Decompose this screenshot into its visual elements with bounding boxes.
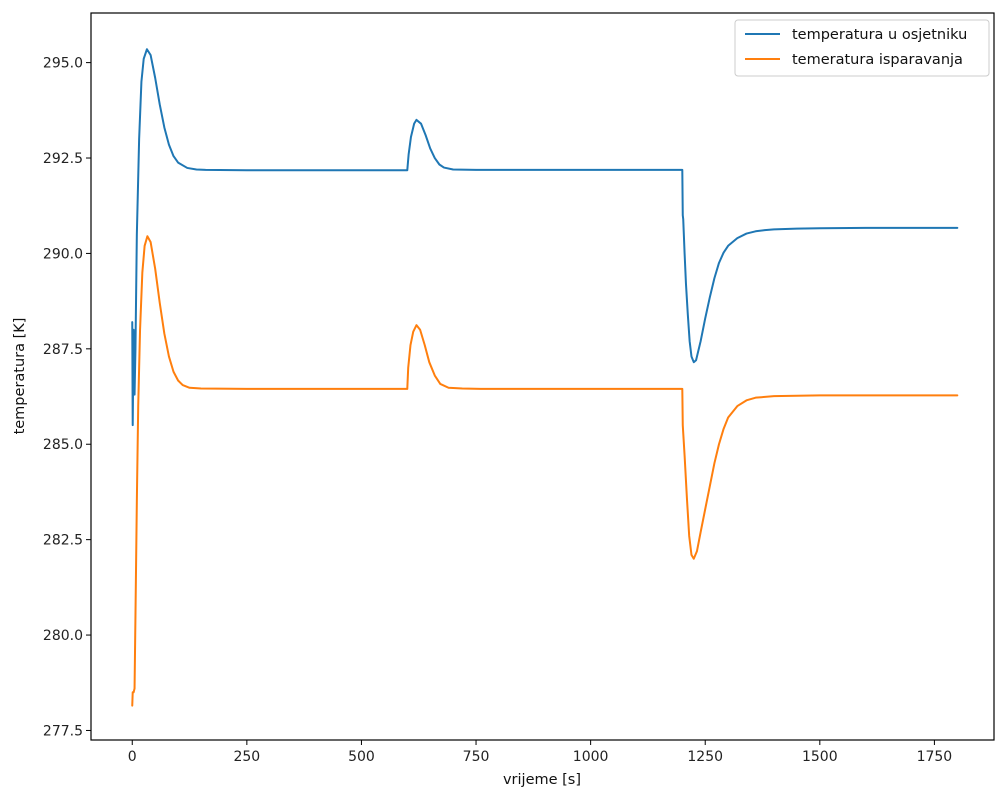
y-tick-label: 287.5: [43, 342, 83, 358]
x-tick-label: 500: [348, 749, 375, 765]
x-tick-label: 1000: [573, 749, 609, 765]
x-axis-label: vrijeme [s]: [503, 772, 581, 788]
y-tick-label: 285.0: [43, 437, 83, 453]
x-tick-label: 1250: [687, 749, 723, 765]
plot-area: [131, 48, 959, 707]
y-tick-label: 295.0: [43, 56, 83, 72]
x-axis: 0 250 500 750 1000 1250 1500 1750: [128, 740, 952, 765]
y-tick-label: 280.0: [43, 628, 83, 644]
x-tick-label: 250: [233, 749, 260, 765]
legend-label-series-2: temeratura isparavanja: [792, 52, 963, 68]
legend: temperatura u osjetniku temeratura ispar…: [734, 19, 990, 77]
y-tick-label: 292.5: [43, 151, 83, 167]
series-layer: [131, 48, 959, 707]
x-tick-label: 1750: [917, 749, 953, 765]
x-tick-label: 0: [128, 749, 137, 765]
series-line-1: [131, 48, 959, 427]
y-tick-label: 290.0: [43, 246, 83, 262]
x-tick-label: 750: [463, 749, 490, 765]
y-tick-label: 277.5: [43, 723, 83, 739]
legend-label-series-1: temperatura u osjetniku: [792, 27, 967, 43]
series-line-2: [131, 235, 959, 707]
x-tick-label: 1500: [802, 749, 838, 765]
legend-box: [734, 19, 990, 77]
axes-frame: [90, 12, 995, 741]
y-axis-label: temperatura [K]: [12, 318, 28, 435]
y-tick-label: 282.5: [43, 533, 83, 549]
y-axis: 277.5 280.0 282.5 285.0 287.5 290.0 292.5 295.0: [43, 56, 91, 739]
